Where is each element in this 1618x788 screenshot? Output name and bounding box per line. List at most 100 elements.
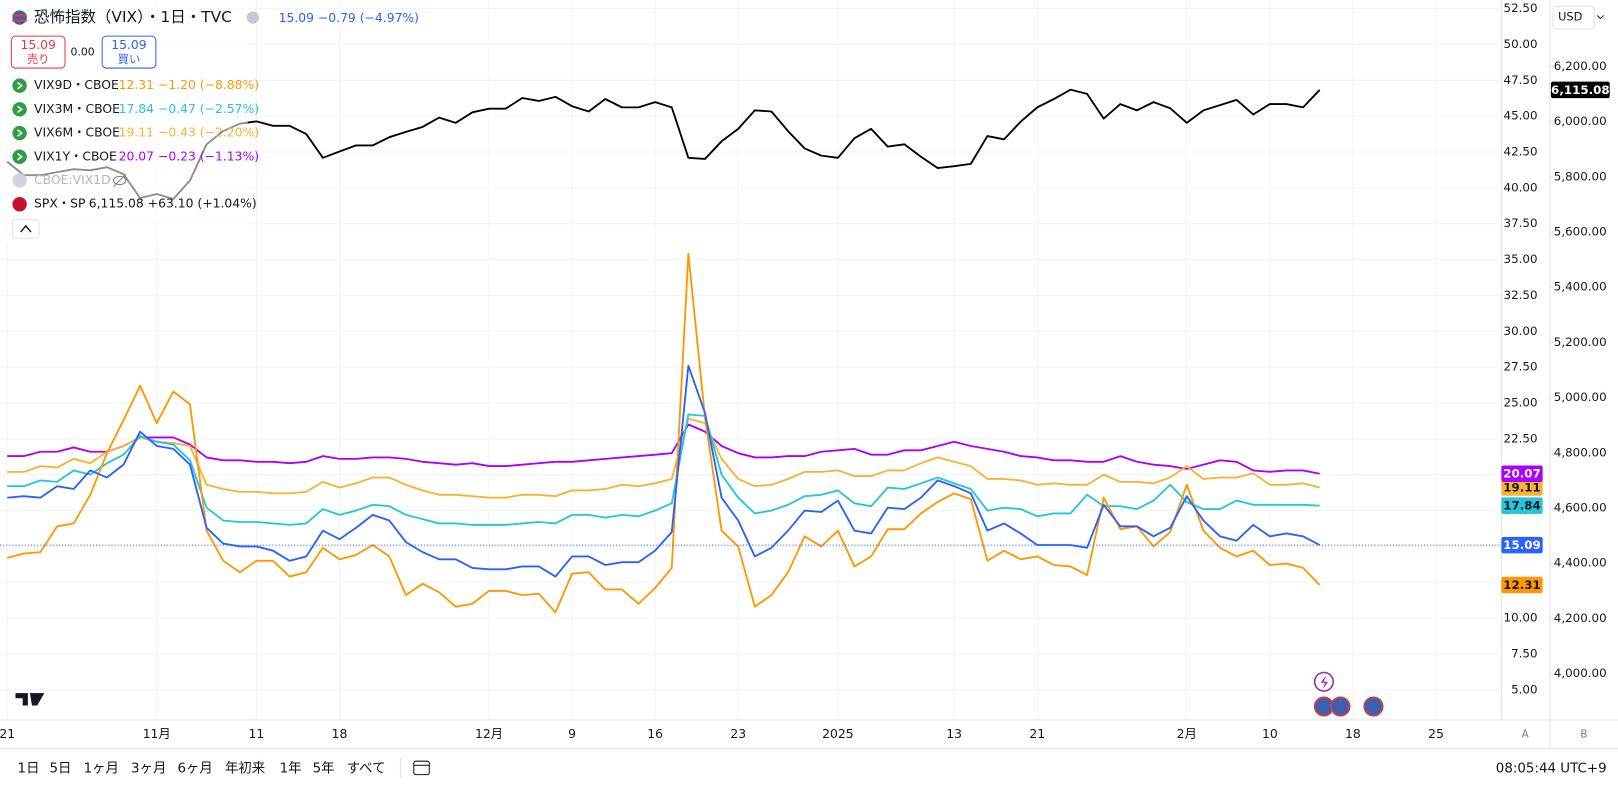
x-tick-label: 13 [946,727,962,741]
title: 恐怖指数（VIX）・1日・TVC [34,8,232,26]
legend-rows: VIX9D・CBOE 12.31 −1.20 (−8.88%) VIX3M・CBOE… [12,78,259,212]
symbol-icon [12,149,27,164]
range-button[interactable]: 年初来 [225,760,265,776]
y-tick-label: 27.50 [1504,360,1538,374]
series-line [7,413,1320,526]
x-tick-label: 12月 [475,727,503,741]
collapse-button[interactable] [11,219,40,239]
symbol-arrow [17,81,23,90]
price-label: 19.11 [1503,480,1541,494]
calendar-icon[interactable] [413,760,430,776]
legend-quote: 17.84 −0.47 (−2.57%) [119,102,259,116]
grid [0,0,1502,720]
x-tick-label: 2月 [1177,727,1197,741]
legend-quote: 6,115.08 +63.10 (+1.04%) [89,197,257,211]
y-tick-label: 52.50 [1504,1,1538,15]
x-tick-label: 16 [647,727,663,741]
range-button[interactable]: 1年 [280,760,302,776]
legend-quote: 19.11 −0.43 (−2.20%) [119,126,259,140]
symbol-icon [12,102,27,117]
axes: 5.007.5010.0012.5015.0017.5020.0022.5025… [0,1,1610,741]
x-tick-label: 21 [0,727,15,741]
plot [6,88,1321,614]
x-tick-label: 11 [249,727,265,741]
buy-price: 15.09 [111,38,146,52]
y-tick-label: 50.00 [1504,37,1538,51]
range-button[interactable]: 5日 [50,761,72,776]
series-line [7,423,1320,475]
currency-button[interactable] [1552,5,1595,30]
eye-slash [113,173,127,188]
flag-icon [12,10,27,25]
y-tick-label: 25.00 [1504,395,1538,409]
range-button[interactable]: 1ヶ月 [84,761,119,776]
chevron [20,224,32,233]
legend-name: VIX1Y・CBOE [34,149,117,163]
symbol-icon [12,197,27,212]
legend-name: VIX6M・CBOE [34,126,120,140]
range-button[interactable]: 1日 [18,761,40,776]
symbol-arrow [17,153,23,161]
y-tick-label: 35.00 [1504,252,1538,266]
y2-tick-label: 5,200.00 [1554,335,1607,349]
range-button[interactable]: 6ヶ月 [177,761,212,776]
symbol-arrow [17,129,23,137]
x-tick-label: 2025 [822,727,853,741]
price-label-box [1550,81,1610,99]
y2-tick-label: 5,000.00 [1554,390,1607,404]
y2-tick-label: 6,000.00 [1554,114,1607,128]
lightning [1320,675,1329,689]
series-line [7,364,1321,578]
eye-icon[interactable] [112,175,127,186]
price-label: 20.07 [1503,467,1541,481]
price-label: 12.31 [1503,578,1541,592]
y2-tick-label: 5,400.00 [1554,280,1607,294]
flag-event[interactable] [1330,696,1351,717]
x-tick-label: 18 [1345,727,1361,741]
clock: 08:05:44 UTC+9 [1496,761,1607,776]
price-label-box [1501,465,1543,482]
price-label-box [1501,536,1543,554]
x-tick-label: 21 [1029,727,1045,741]
range-button[interactable]: 5年 [313,760,335,776]
x-tick-label: 25 [1428,727,1444,741]
y2-tick-label: 5,800.00 [1554,169,1607,183]
legend-name: VIX3M・CBOE [34,102,120,116]
price-label-box [1501,497,1543,514]
flag-event[interactable] [1363,696,1384,717]
range-button[interactable]: すべて [347,760,386,776]
spread: 0.00 [70,46,94,59]
scale-toggle[interactable]: A [1522,728,1529,740]
y2-tick-label: 4,000.00 [1554,666,1607,680]
sell-label: 売り [27,52,50,66]
status-dot [246,11,260,24]
y-tick-label: 37.50 [1504,216,1538,230]
logo [15,693,45,706]
price-label-box [1501,479,1543,496]
y2-tick-label: 4,600.00 [1554,501,1607,515]
buy-button[interactable] [101,35,157,69]
y-tick-label: 7.50 [1511,646,1537,660]
range-button[interactable]: 3ヶ月 [131,761,166,776]
x-tick-label: 18 [332,727,348,741]
y-tick-label: 5.00 [1511,682,1537,696]
y2-tick-label: 4,200.00 [1554,611,1607,625]
hidden-icon [12,173,27,188]
currency: USD [1558,10,1582,24]
y-tick-label: 22.50 [1504,431,1538,445]
price-label-box [1501,576,1543,594]
x-tick-label: 23 [730,727,746,741]
y2-tick-label: 4,800.00 [1554,445,1607,459]
scale-toggle[interactable]: B [1580,728,1587,740]
y2-tick-label: 6,200.00 [1554,59,1607,73]
title-quote: 15.09 −0.79 (−4.97%) [279,11,419,25]
sell-button[interactable] [10,35,66,69]
price-label: 15.09 [1503,538,1541,552]
y-tick-label: 47.50 [1504,73,1538,87]
legend-quote: 12.31 −1.20 (−8.88%) [119,78,259,92]
flag-stripe [12,19,27,22]
price-label: 6,115.08 [1551,83,1610,97]
flag-stripe [12,14,27,17]
symbol-icon [12,78,27,93]
